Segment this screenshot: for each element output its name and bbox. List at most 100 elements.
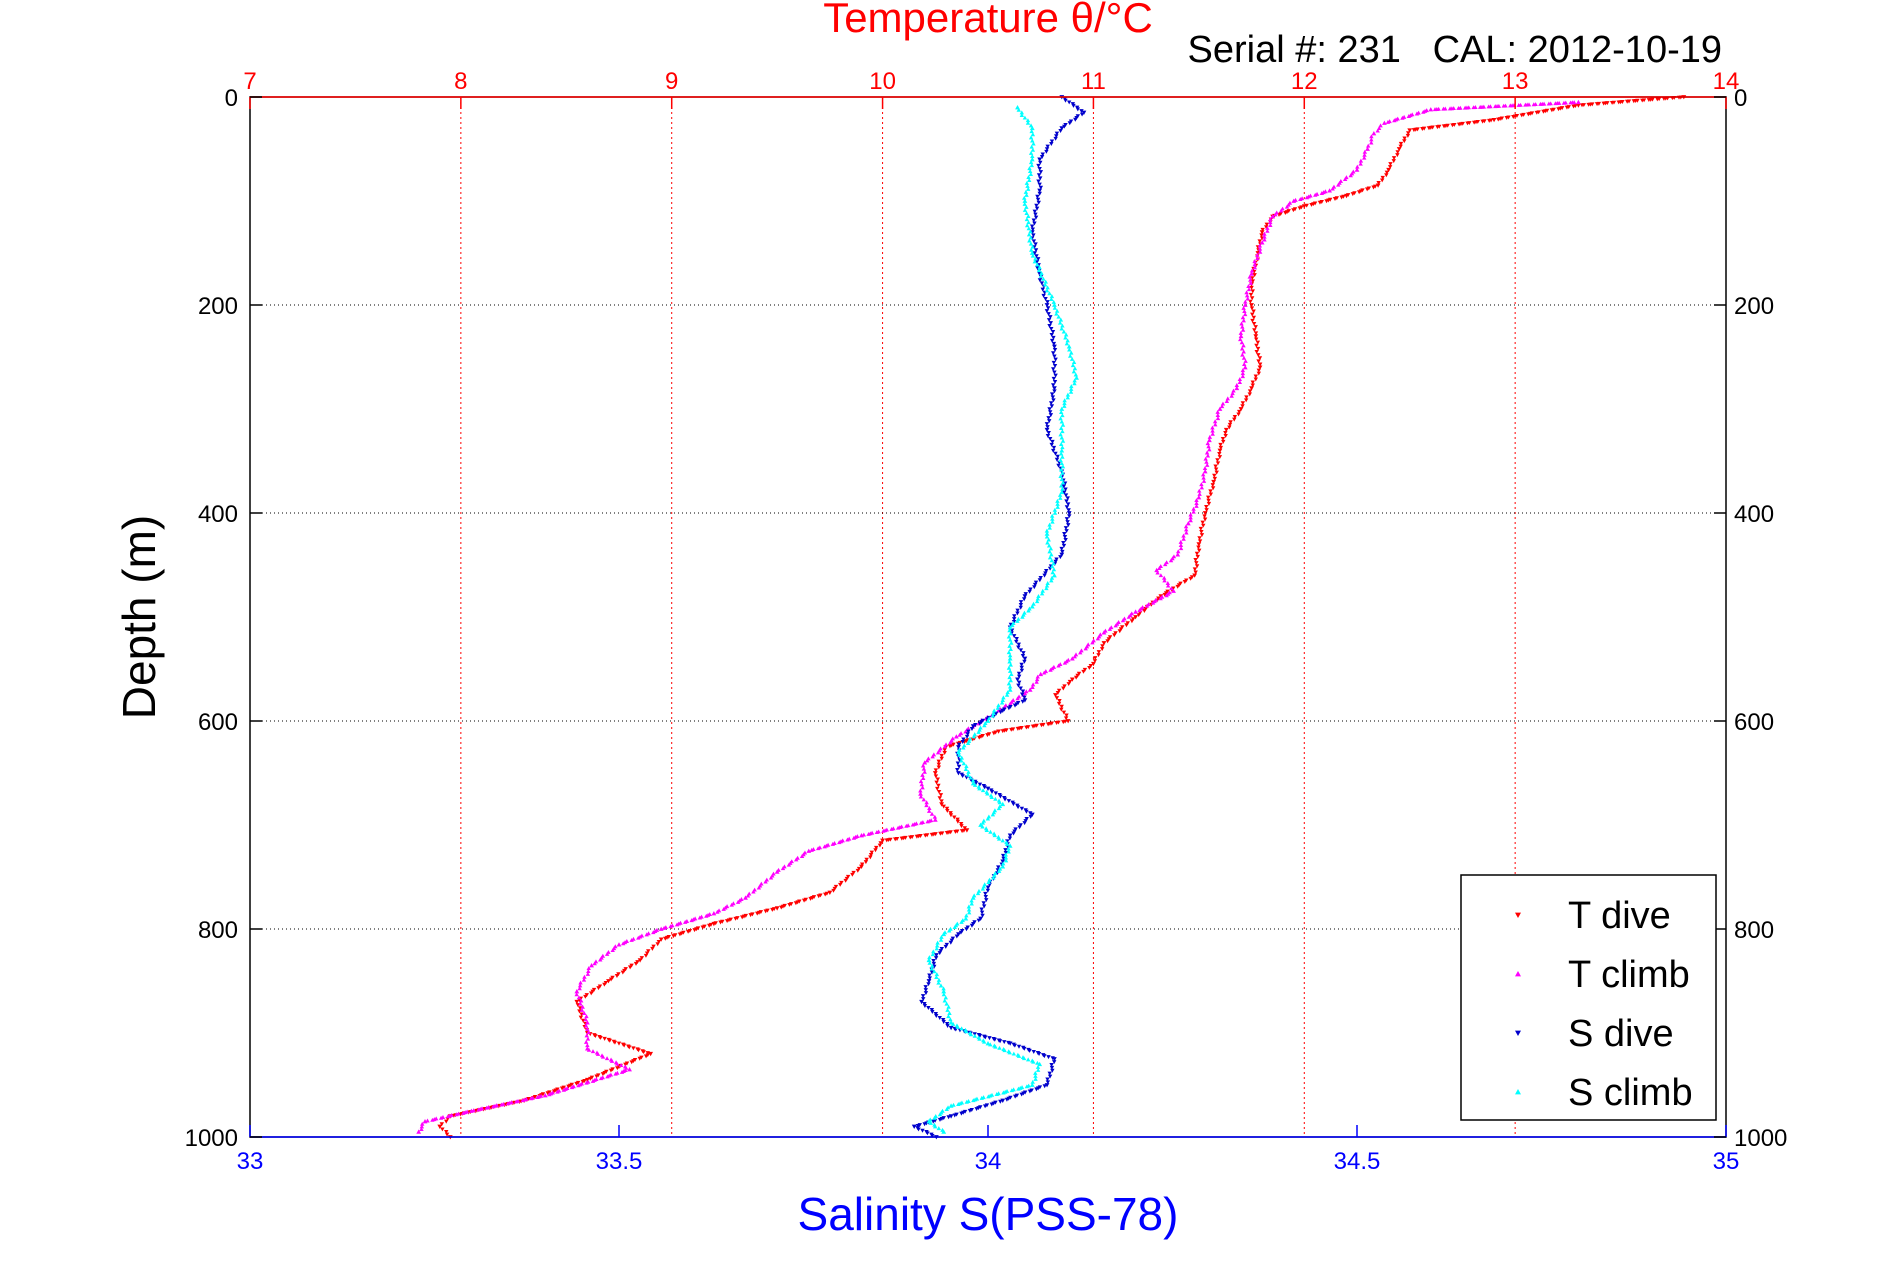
data-point-t-climb: [1375, 128, 1380, 133]
data-point-t-climb: [927, 806, 932, 811]
data-point-s-dive: [980, 913, 985, 918]
data-point-t-dive: [816, 894, 821, 899]
data-point-t-dive: [1061, 720, 1066, 725]
data-point-t-climb: [1101, 630, 1107, 635]
data-point-t-climb: [1184, 527, 1189, 532]
data-point-t-climb: [1365, 146, 1370, 151]
data-point-t-climb: [1240, 327, 1246, 332]
data-point-s-dive: [1044, 149, 1049, 154]
data-point-s-climb: [1010, 623, 1015, 628]
data-point-t-dive: [1099, 647, 1105, 652]
data-point-t-climb: [1137, 608, 1142, 613]
data-point-s-dive: [1061, 484, 1067, 489]
data-point-s-dive: [937, 1016, 942, 1020]
data-point-s-dive: [920, 1128, 925, 1133]
data-point-t-dive: [1309, 202, 1314, 207]
data-point-s-climb: [1026, 178, 1032, 182]
data-point-s-dive: [1037, 191, 1042, 196]
data-layer: [416, 95, 1687, 1140]
data-point-t-dive: [1254, 337, 1259, 342]
data-point-s-dive: [1008, 1095, 1013, 1100]
data-point-s-climb: [976, 729, 981, 734]
data-point-t-dive: [637, 958, 643, 963]
data-point-t-climb: [1212, 419, 1218, 424]
data-point-s-dive: [1055, 454, 1060, 459]
data-point-s-climb: [1031, 141, 1036, 146]
data-point-t-dive: [1105, 639, 1110, 644]
data-point-s-climb: [1004, 692, 1010, 697]
data-point-s-dive: [1018, 600, 1024, 605]
data-point-s-climb: [944, 1107, 949, 1112]
data-point-t-dive: [1064, 713, 1069, 718]
data-point-s-climb: [996, 836, 1002, 841]
tick-label-depth-right: 200: [1734, 293, 1774, 320]
data-point-s-dive: [1047, 407, 1052, 412]
data-point-t-dive: [1480, 119, 1485, 124]
data-point-t-dive: [860, 862, 865, 867]
data-point-s-climb: [1056, 314, 1061, 319]
data-point-t-dive: [1212, 473, 1217, 478]
data-point-s-dive: [923, 991, 929, 996]
data-point-s-dive: [960, 740, 965, 744]
data-point-s-climb: [936, 1126, 941, 1131]
data-point-s-dive: [985, 885, 991, 890]
data-point-t-climb: [1202, 469, 1208, 474]
data-point-s-climb: [932, 1124, 938, 1129]
data-point-t-dive: [1291, 208, 1296, 213]
data-point-t-dive: [1255, 346, 1261, 351]
data-point-t-climb: [1400, 115, 1405, 120]
data-point-t-dive: [584, 1077, 590, 1083]
data-point-s-climb: [1007, 659, 1012, 664]
data-point-t-dive: [1223, 427, 1229, 433]
data-point-t-climb: [815, 846, 821, 851]
data-point-s-dive: [954, 934, 960, 939]
data-point-s-dive: [1036, 179, 1041, 184]
tick-label-temperature: 12: [1291, 68, 1318, 95]
data-point-s-climb: [1007, 637, 1013, 642]
data-point-s-climb: [932, 969, 937, 974]
data-point-t-climb: [579, 1007, 585, 1012]
data-point-s-climb: [1060, 438, 1066, 443]
data-point-t-climb: [924, 800, 929, 805]
data-point-s-dive: [955, 761, 961, 766]
data-point-t-climb: [1027, 687, 1033, 692]
data-point-t-climb: [419, 1124, 425, 1129]
data-point-t-climb: [1538, 101, 1543, 106]
chart-title: Temperature θ/°C: [823, 0, 1153, 41]
data-point-s-dive: [961, 737, 966, 742]
data-point-s-climb: [1009, 1088, 1015, 1093]
data-point-s-dive: [1045, 1080, 1051, 1085]
data-point-s-dive: [1021, 597, 1027, 602]
data-point-t-climb: [895, 825, 901, 830]
data-point-t-dive: [779, 905, 784, 910]
data-point-t-climb: [1238, 330, 1244, 335]
data-point-s-climb: [966, 769, 971, 774]
data-point-t-dive: [937, 796, 942, 801]
data-point-t-climb: [1291, 198, 1297, 203]
data-point-t-climb: [585, 971, 591, 976]
data-point-t-dive: [1655, 97, 1660, 102]
data-point-t-dive: [833, 884, 839, 889]
data-point-t-dive: [938, 831, 943, 836]
data-point-t-climb: [1240, 374, 1246, 379]
data-point-t-climb: [1576, 99, 1581, 105]
data-point-t-climb: [629, 937, 634, 942]
data-point-t-dive: [1541, 109, 1546, 114]
data-point-s-dive: [1020, 699, 1025, 704]
data-point-s-dive: [1042, 573, 1047, 578]
data-point-s-dive: [933, 953, 939, 958]
data-point-s-climb: [986, 880, 991, 884]
data-point-s-climb: [1050, 519, 1055, 524]
data-point-t-dive: [1250, 383, 1255, 388]
data-point-s-climb: [1029, 604, 1035, 609]
data-point-s-climb: [1033, 256, 1038, 261]
data-point-t-climb: [1197, 491, 1202, 496]
data-point-t-climb: [1191, 509, 1196, 514]
data-point-s-climb: [1027, 169, 1033, 174]
data-point-t-climb: [904, 823, 909, 828]
data-point-t-climb: [1210, 425, 1215, 430]
data-point-t-climb: [514, 1099, 519, 1104]
data-point-s-climb: [996, 806, 1002, 811]
data-point-s-climb: [1029, 163, 1035, 168]
tick-label-temperature: 7: [243, 68, 256, 95]
